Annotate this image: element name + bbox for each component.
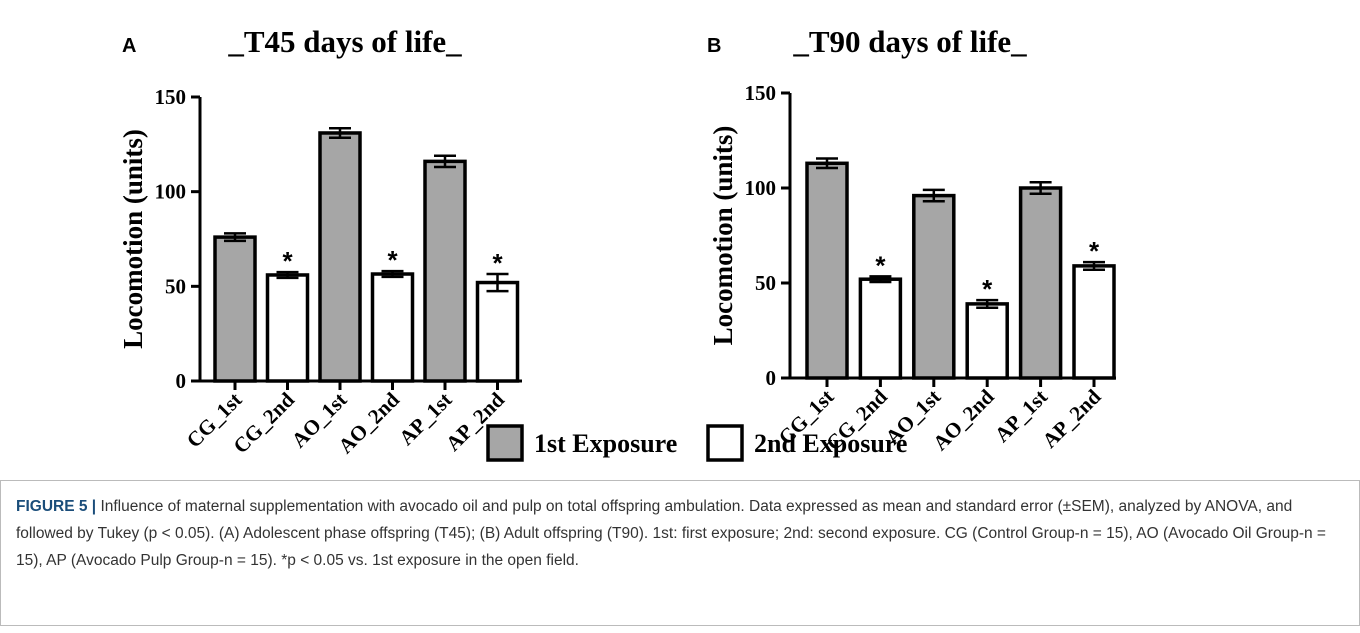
legend-swatch	[486, 424, 524, 462]
y-tick-label: 0	[176, 369, 187, 393]
y-tick-label: 150	[745, 81, 777, 105]
caption: FIGURE 5 | Influence of maternal supplem…	[0, 480, 1360, 626]
panel-label: B	[707, 35, 721, 57]
legend-label: 1st Exposure	[534, 429, 677, 458]
error-bar	[381, 269, 404, 279]
y-tick-label: 50	[165, 274, 186, 298]
figure: A _T45 days of life_ Locomotion (units) 0 50…	[118, 24, 1116, 462]
bar	[965, 302, 1009, 380]
bar	[805, 161, 849, 380]
error-bar	[434, 154, 456, 169]
y-tick-label: 0	[766, 366, 777, 390]
y-tick-label: 150	[155, 85, 187, 109]
error-bar	[276, 270, 299, 280]
error-bar	[1029, 181, 1052, 195]
y-axis-label: Locomotion (units)	[708, 126, 738, 346]
panel-label: A	[122, 35, 136, 57]
error-bar	[869, 275, 892, 284]
significance-marker: *	[1089, 236, 1100, 266]
bar	[318, 131, 362, 383]
error-bar	[976, 298, 999, 309]
bar	[1018, 186, 1063, 380]
legend-label: 2nd Exposure	[754, 429, 907, 458]
y-tick-label: 100	[745, 176, 777, 200]
y-tick-label: 100	[155, 180, 187, 204]
error-bar	[922, 188, 945, 203]
bar	[475, 280, 520, 383]
bar	[265, 273, 310, 383]
error-bar	[1083, 260, 1105, 271]
significance-marker: *	[982, 274, 993, 304]
legend-swatch	[706, 424, 744, 462]
significance-marker: *	[387, 245, 398, 275]
y-axis-label: Locomotion (units)	[118, 129, 148, 349]
y-tick-label: 50	[755, 271, 776, 295]
error-bar	[329, 126, 351, 139]
chart-title: _T90 days of life_	[792, 24, 1027, 59]
bar	[858, 277, 903, 380]
significance-marker: *	[875, 250, 886, 280]
significance-marker: *	[282, 246, 293, 276]
x-tick-label: AP_2nd	[1037, 384, 1105, 452]
caption-text: Influence of maternal supplementation wi…	[16, 498, 1326, 569]
error-bar	[224, 232, 246, 243]
bar	[213, 235, 257, 383]
bar	[912, 193, 956, 380]
caption-label: FIGURE 5 |	[16, 498, 97, 515]
error-bar	[486, 272, 509, 293]
bar	[423, 159, 467, 383]
bar	[370, 272, 415, 383]
error-bar	[816, 157, 838, 170]
chart-title: _T45 days of life_	[227, 24, 462, 59]
bar	[1072, 264, 1116, 380]
significance-marker: *	[492, 248, 503, 278]
